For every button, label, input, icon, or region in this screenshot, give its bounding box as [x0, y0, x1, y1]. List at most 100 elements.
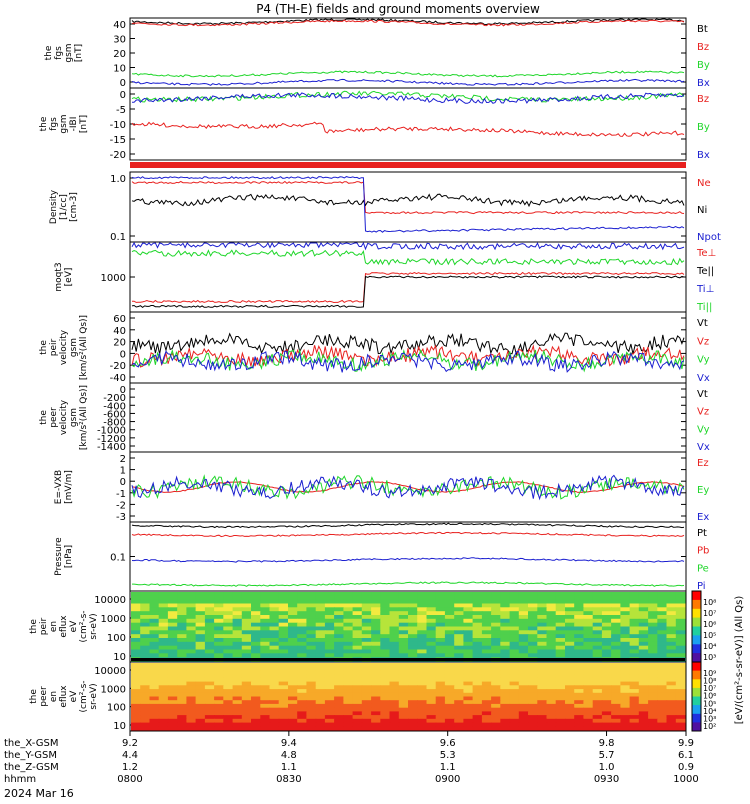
spectrogram-cell [528, 641, 538, 647]
legend-Ni: Ni [697, 205, 707, 216]
spectrogram-cell [574, 611, 584, 616]
spectrogram-cell [675, 595, 686, 601]
spectrogram-cell [528, 592, 538, 597]
spectrogram-cell [583, 663, 594, 668]
spectrogram-cell [371, 711, 381, 716]
spectrogram-cell [463, 666, 474, 671]
spectrogram-cell [472, 685, 483, 690]
spectrogram-cell [260, 677, 271, 683]
spectrogram-cell [611, 677, 621, 683]
spectrogram-cell [500, 634, 511, 639]
spectrogram-cell [306, 645, 317, 651]
spectrogram-cell [565, 670, 575, 675]
spectrogram-cell [297, 726, 307, 731]
spectrogram-cell [592, 653, 603, 658]
y-axis-label: Density [49, 189, 59, 224]
spectrogram-cell [611, 630, 621, 635]
spectrogram-cell [324, 726, 335, 731]
spectrogram-cell [343, 696, 354, 701]
spectrogram-cell [444, 653, 455, 658]
spectrogram-cell [611, 645, 621, 651]
spectrogram-cell [528, 715, 538, 720]
spectrogram-cell [426, 618, 437, 624]
spectrogram-cell [426, 707, 437, 712]
spectrogram-cell [500, 677, 511, 683]
y-tick-label: -40 [110, 373, 126, 384]
spectrogram-cell [472, 592, 483, 597]
y-tick-label: 20 [113, 49, 126, 60]
spectrogram-cell [444, 592, 455, 597]
spectrogram-cell [288, 692, 298, 698]
spectrogram-cell [657, 630, 668, 635]
spectrogram-cell [555, 645, 566, 651]
spectrogram-cell [158, 670, 169, 675]
spectrogram-cell [241, 618, 252, 624]
spectrogram-cell [204, 630, 215, 635]
spectrogram-cell [583, 653, 594, 658]
spectrogram-cell [278, 645, 289, 651]
spectrogram-cell [537, 677, 548, 683]
y-tick-label: 1.0 [110, 174, 126, 185]
spectrogram-cell [361, 618, 372, 624]
spectrogram-cell [232, 630, 243, 635]
spectrogram-cell [648, 670, 658, 675]
spectrogram-cell [223, 653, 234, 658]
spectrogram-cell [444, 615, 455, 620]
spectrogram-cell [389, 703, 400, 709]
spectrogram-cell [518, 670, 529, 675]
spectrogram-cell [306, 653, 317, 658]
spectrogram-cell [288, 607, 298, 612]
spectrogram-cell [518, 626, 529, 631]
spectrogram-cell [463, 670, 474, 675]
spectrogram-cell [389, 645, 400, 651]
spectrogram-cell [204, 653, 215, 658]
spectrogram-cell [297, 722, 307, 727]
spectrogram-cell [195, 638, 206, 643]
spectrogram-cell [657, 615, 668, 620]
spectrogram-cell [334, 718, 344, 724]
spectrogram-cell [398, 670, 409, 675]
spectrogram-cell [417, 722, 427, 727]
spectrogram-cell [232, 715, 243, 720]
spectrogram-cell [334, 663, 344, 668]
legend-By: By [697, 60, 710, 71]
spectrogram-cell [565, 622, 575, 628]
y-axis-label: -IBI [69, 117, 79, 132]
spectrogram-cell [232, 692, 243, 698]
spectrogram-cell [454, 700, 464, 705]
spectrogram-cell [481, 700, 492, 705]
spectrogram-cell [315, 692, 326, 698]
spectrogram-cell [324, 666, 335, 671]
spectrogram-cell [269, 638, 280, 643]
spectrogram-cell [574, 663, 584, 668]
panel-frame [129, 521, 687, 592]
spectrogram-cell [186, 692, 197, 698]
spectrogram-cell [315, 715, 326, 720]
spectrogram-cell [223, 711, 234, 716]
spectrogram-cell [481, 599, 492, 605]
series-Pb [131, 531, 685, 538]
spectrogram-cell [509, 630, 520, 635]
spectrogram-cell [620, 607, 631, 612]
spectrogram-cell [537, 718, 548, 724]
spectrogram-cell [214, 622, 224, 628]
y-tick-label: 0 [120, 90, 126, 101]
spectrogram-cell [417, 681, 427, 686]
spectrogram-cell [518, 641, 529, 647]
spectrogram-cell [371, 638, 381, 643]
spectrogram-cell [638, 674, 649, 679]
spectrogram-cell [297, 638, 307, 643]
spectrogram-cell [352, 696, 363, 701]
spectrogram-cell [574, 649, 584, 654]
series-Bz [131, 19, 685, 27]
spectrogram-cell [204, 666, 215, 671]
spectrogram-cell [537, 599, 548, 605]
spectrogram-cell [389, 607, 400, 612]
spectrogram-cell [592, 718, 603, 724]
spectrogram-cell [297, 611, 307, 616]
spectrogram-cell [481, 663, 492, 668]
spectrogram-cell [352, 722, 363, 727]
spectrogram-cell [518, 653, 529, 658]
spectrogram-cell [537, 611, 548, 616]
